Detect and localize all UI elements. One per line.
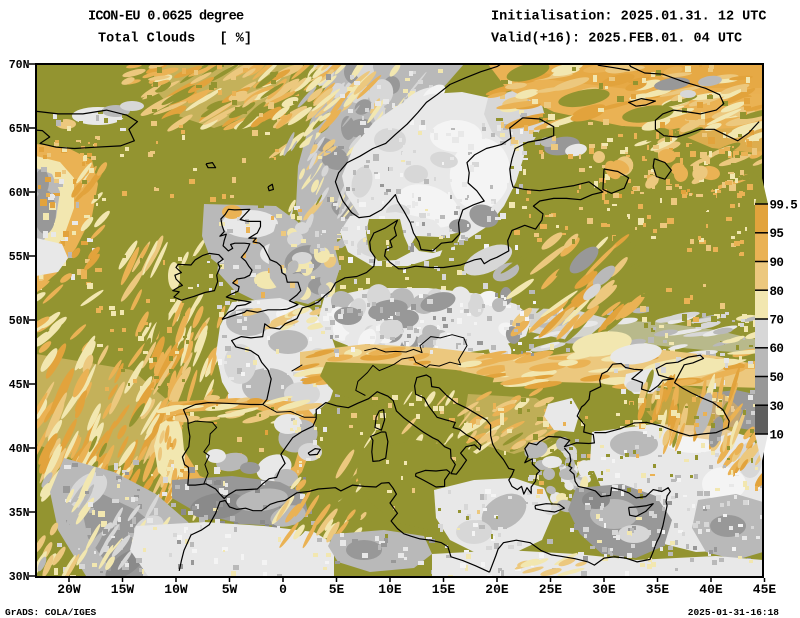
svg-text:60: 60 bbox=[770, 342, 784, 356]
svg-text:20W: 20W bbox=[57, 582, 81, 597]
svg-text:45N: 45N bbox=[9, 379, 30, 392]
svg-text:95: 95 bbox=[770, 227, 784, 241]
svg-text:65N: 65N bbox=[9, 123, 30, 136]
svg-text:Initialisation: 2025.01.31. 12: Initialisation: 2025.01.31. 12 UTC bbox=[491, 10, 766, 25]
svg-text:50N: 50N bbox=[9, 315, 30, 328]
svg-text:40E: 40E bbox=[699, 582, 723, 597]
svg-text:70: 70 bbox=[770, 314, 784, 328]
svg-text:2025-01-31-16:18: 2025-01-31-16:18 bbox=[688, 607, 780, 618]
svg-text:55N: 55N bbox=[9, 251, 30, 264]
svg-text:ICON-EU 0.0625 degree: ICON-EU 0.0625 degree bbox=[88, 10, 244, 25]
svg-text:10E: 10E bbox=[378, 582, 402, 597]
svg-text:50: 50 bbox=[770, 371, 784, 385]
svg-text:40N: 40N bbox=[9, 443, 30, 456]
svg-text:Total Clouds [ %]: Total Clouds [ %] bbox=[98, 32, 252, 47]
svg-text:15W: 15W bbox=[111, 582, 135, 597]
svg-text:30: 30 bbox=[770, 400, 784, 414]
svg-text:99.5: 99.5 bbox=[770, 199, 798, 213]
svg-text:35N: 35N bbox=[9, 507, 30, 520]
svg-text:10W: 10W bbox=[164, 582, 188, 597]
svg-text:45E: 45E bbox=[753, 582, 777, 597]
svg-text:35E: 35E bbox=[646, 582, 670, 597]
svg-text:90: 90 bbox=[770, 256, 784, 270]
svg-text:10: 10 bbox=[770, 429, 784, 443]
svg-text:30E: 30E bbox=[592, 582, 616, 597]
svg-text:80: 80 bbox=[770, 285, 784, 299]
svg-text:0: 0 bbox=[279, 582, 287, 597]
svg-text:25E: 25E bbox=[539, 582, 563, 597]
svg-text:Valid(+16): 2025.FEB.01. 04 UT: Valid(+16): 2025.FEB.01. 04 UTC bbox=[491, 32, 742, 47]
svg-text:GrADS: COLA/IGES: GrADS: COLA/IGES bbox=[5, 607, 97, 618]
svg-text:30N: 30N bbox=[9, 571, 30, 584]
svg-text:15E: 15E bbox=[432, 582, 456, 597]
svg-text:5W: 5W bbox=[222, 582, 238, 597]
svg-text:70N: 70N bbox=[9, 59, 30, 72]
svg-text:5E: 5E bbox=[329, 582, 345, 597]
svg-text:60N: 60N bbox=[9, 187, 30, 200]
svg-text:20E: 20E bbox=[485, 582, 509, 597]
